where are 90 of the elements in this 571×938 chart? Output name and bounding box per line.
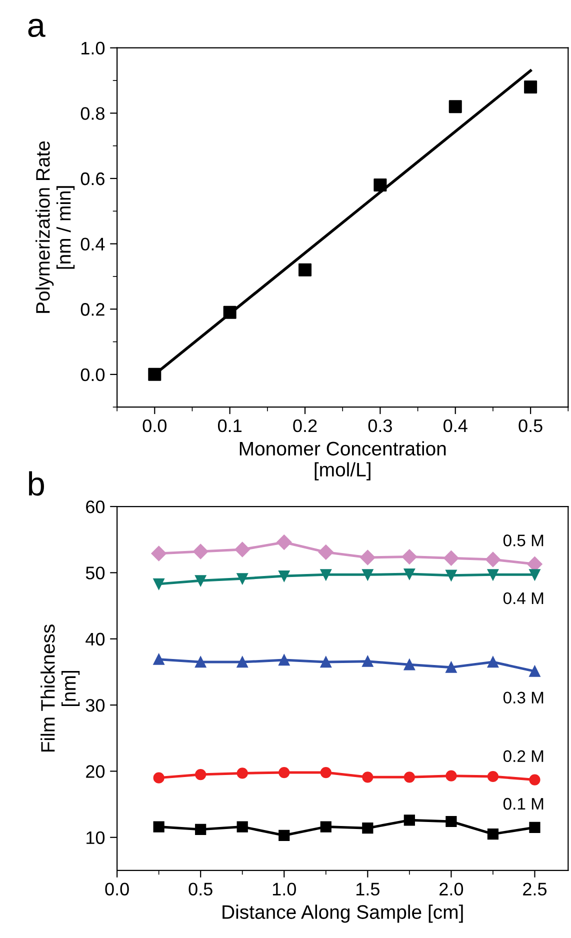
point (278, 830, 290, 841)
point (153, 654, 164, 665)
x-axis-title: Monomer Concentration [mol/L] (240, 441, 446, 480)
point (524, 80, 538, 94)
point (404, 568, 415, 580)
x-axis-title: Distance Along Sample [cm] (222, 904, 463, 923)
x-tick-label: 0.3 (368, 419, 392, 432)
point (195, 768, 206, 780)
series-label: 0.3 M (503, 692, 544, 704)
point (320, 569, 332, 580)
point (153, 821, 164, 832)
x-tick-label: 0.0 (105, 882, 129, 896)
point (487, 569, 499, 580)
point (318, 544, 334, 560)
point (148, 368, 162, 381)
point (236, 656, 248, 668)
point (278, 654, 290, 666)
point (195, 824, 206, 835)
point (193, 544, 208, 560)
point (487, 828, 499, 840)
x-tick-label: 0.2 (293, 419, 317, 432)
point (153, 772, 164, 784)
y-tick-label: 20 (86, 765, 105, 778)
point (320, 821, 332, 832)
point (320, 766, 332, 778)
x-tick-label: 0.5 (518, 419, 542, 432)
x-tick-label: 0.5 (188, 882, 212, 896)
point (195, 575, 206, 586)
point (236, 573, 248, 584)
x-tick-label: 1.0 (272, 882, 296, 896)
series-label: 0.5 M (503, 534, 544, 546)
point (448, 100, 462, 114)
x-tick-label: 1.5 (356, 882, 380, 896)
point (298, 263, 312, 276)
point (278, 766, 290, 778)
y-axis-title: Polymerization Rate [nm / min] (36, 141, 75, 313)
x-tick-label: 0.1 (218, 419, 242, 432)
y-tick-label: 0.8 (80, 107, 104, 120)
x-tick-label: 0.0 (142, 419, 166, 432)
point (236, 821, 248, 832)
point (485, 552, 501, 568)
point (529, 822, 540, 834)
point (151, 546, 166, 562)
point (446, 570, 457, 581)
x-tick-label: 0.4 (444, 419, 468, 432)
point (362, 656, 374, 667)
y-tick-label: 40 (86, 632, 105, 646)
point (195, 656, 206, 668)
x-tick-label: 2.5 (523, 882, 547, 896)
y-axis-title: Film Thickness [nm] (40, 624, 80, 752)
point (320, 656, 332, 668)
point (444, 550, 459, 566)
point (236, 768, 248, 779)
point (529, 774, 540, 786)
point (362, 822, 374, 834)
point (446, 662, 457, 673)
y-tick-label: 0.0 (80, 368, 105, 382)
y-tick-label: 10 (86, 831, 105, 844)
point (223, 306, 236, 319)
point (153, 578, 164, 590)
point (529, 569, 540, 580)
point (278, 570, 290, 582)
point (234, 542, 250, 558)
point (487, 770, 499, 782)
chart-title: b (28, 471, 44, 496)
y-tick-label: 0.4 (80, 238, 105, 251)
point (404, 659, 415, 670)
point (404, 814, 415, 826)
point (404, 772, 415, 783)
point (360, 550, 376, 566)
x-tick-label: 2.0 (440, 882, 464, 896)
y-tick-label: 0.2 (80, 303, 104, 316)
y-tick-label: 60 (86, 500, 105, 514)
chart-title: a (28, 18, 46, 38)
y-tick-label: 1.0 (82, 42, 105, 55)
y-tick-label: 50 (86, 566, 105, 580)
point (487, 656, 499, 668)
point (374, 178, 387, 192)
point (362, 569, 374, 580)
series-label: 0.1 M (503, 798, 544, 810)
point (276, 534, 292, 550)
point (529, 666, 540, 677)
point (402, 549, 417, 564)
y-tick-label: 30 (86, 698, 105, 712)
series-label: 0.2 M (503, 750, 544, 762)
point (362, 772, 374, 783)
series-label: 0.4 M (503, 592, 544, 604)
point (446, 816, 457, 828)
y-tick-label: 0.6 (80, 172, 104, 186)
point (446, 770, 457, 782)
